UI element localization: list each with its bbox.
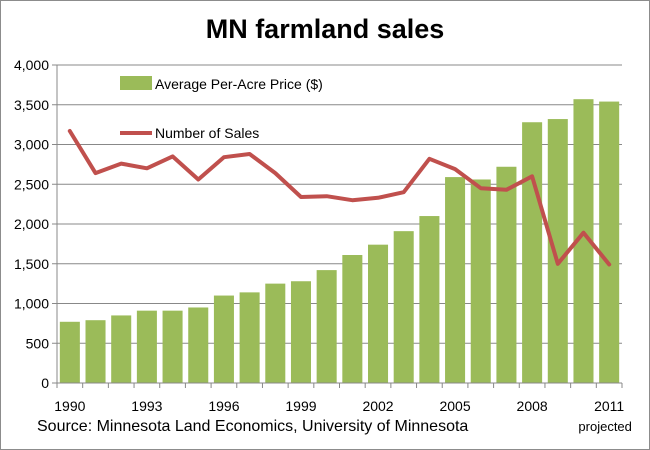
price-bar	[419, 216, 440, 383]
price-bar	[85, 320, 106, 383]
price-bar	[368, 244, 389, 383]
y-tick-label: 500	[26, 335, 50, 351]
x-tick-label: 1993	[131, 398, 162, 414]
y-tick-label: 1,500	[14, 256, 49, 272]
legend-label-sales: Number of Sales	[155, 125, 259, 141]
y-tick-label: 2,000	[14, 216, 49, 232]
price-bar	[265, 283, 286, 383]
price-bar	[316, 270, 337, 383]
y-tick-label: 3,500	[14, 97, 49, 113]
price-bar	[599, 101, 620, 383]
price-bar	[522, 122, 543, 384]
price-bar	[162, 310, 183, 383]
price-bar	[239, 292, 260, 383]
price-bar	[547, 119, 568, 383]
price-bar	[290, 281, 311, 383]
price-bar	[111, 315, 132, 383]
price-bar	[470, 179, 491, 383]
sales-line-layer	[67, 129, 612, 267]
price-bars	[59, 99, 620, 384]
axes: 0 500 1,000 1,500 2,000 2,500 3,000 3,500 4,000 1…	[14, 57, 632, 434]
source-note: Source: Minnesota Land Economics, Univer…	[37, 418, 469, 435]
legend: Average Per-Acre Price ($) Number of Sale…	[120, 76, 323, 141]
x-tick-label: 1996	[208, 398, 239, 414]
sales-line	[67, 129, 612, 267]
x-tick-label: 2008	[517, 398, 548, 414]
price-bar	[59, 321, 80, 383]
x-tick-label: 2002	[362, 398, 393, 414]
price-bar	[496, 166, 517, 383]
price-bar	[213, 295, 234, 383]
y-tick-label: 2,500	[14, 176, 49, 192]
price-bar	[573, 99, 594, 383]
x-tick-label: 1990	[54, 398, 85, 414]
price-bar	[393, 231, 414, 383]
price-bar	[136, 310, 157, 383]
y-tick-label: 3,000	[14, 137, 49, 153]
x-tick-label: 1999	[285, 398, 316, 414]
y-tick-label: 0	[41, 375, 49, 391]
chart-title: MN farmland sales	[205, 14, 445, 44]
x-tick-label: 2011	[594, 398, 624, 414]
price-bar	[342, 255, 363, 383]
y-tick-label: 4,000	[14, 57, 49, 73]
y-tick-label: 1,000	[14, 296, 49, 312]
legend-label-price: Average Per-Acre Price ($)	[155, 76, 323, 92]
legend-swatch-price	[120, 76, 152, 90]
x-tick-label: 2005	[439, 398, 470, 414]
price-bar	[445, 177, 466, 383]
x-tick-sublabel: projected	[578, 419, 631, 434]
price-bar	[188, 307, 209, 383]
